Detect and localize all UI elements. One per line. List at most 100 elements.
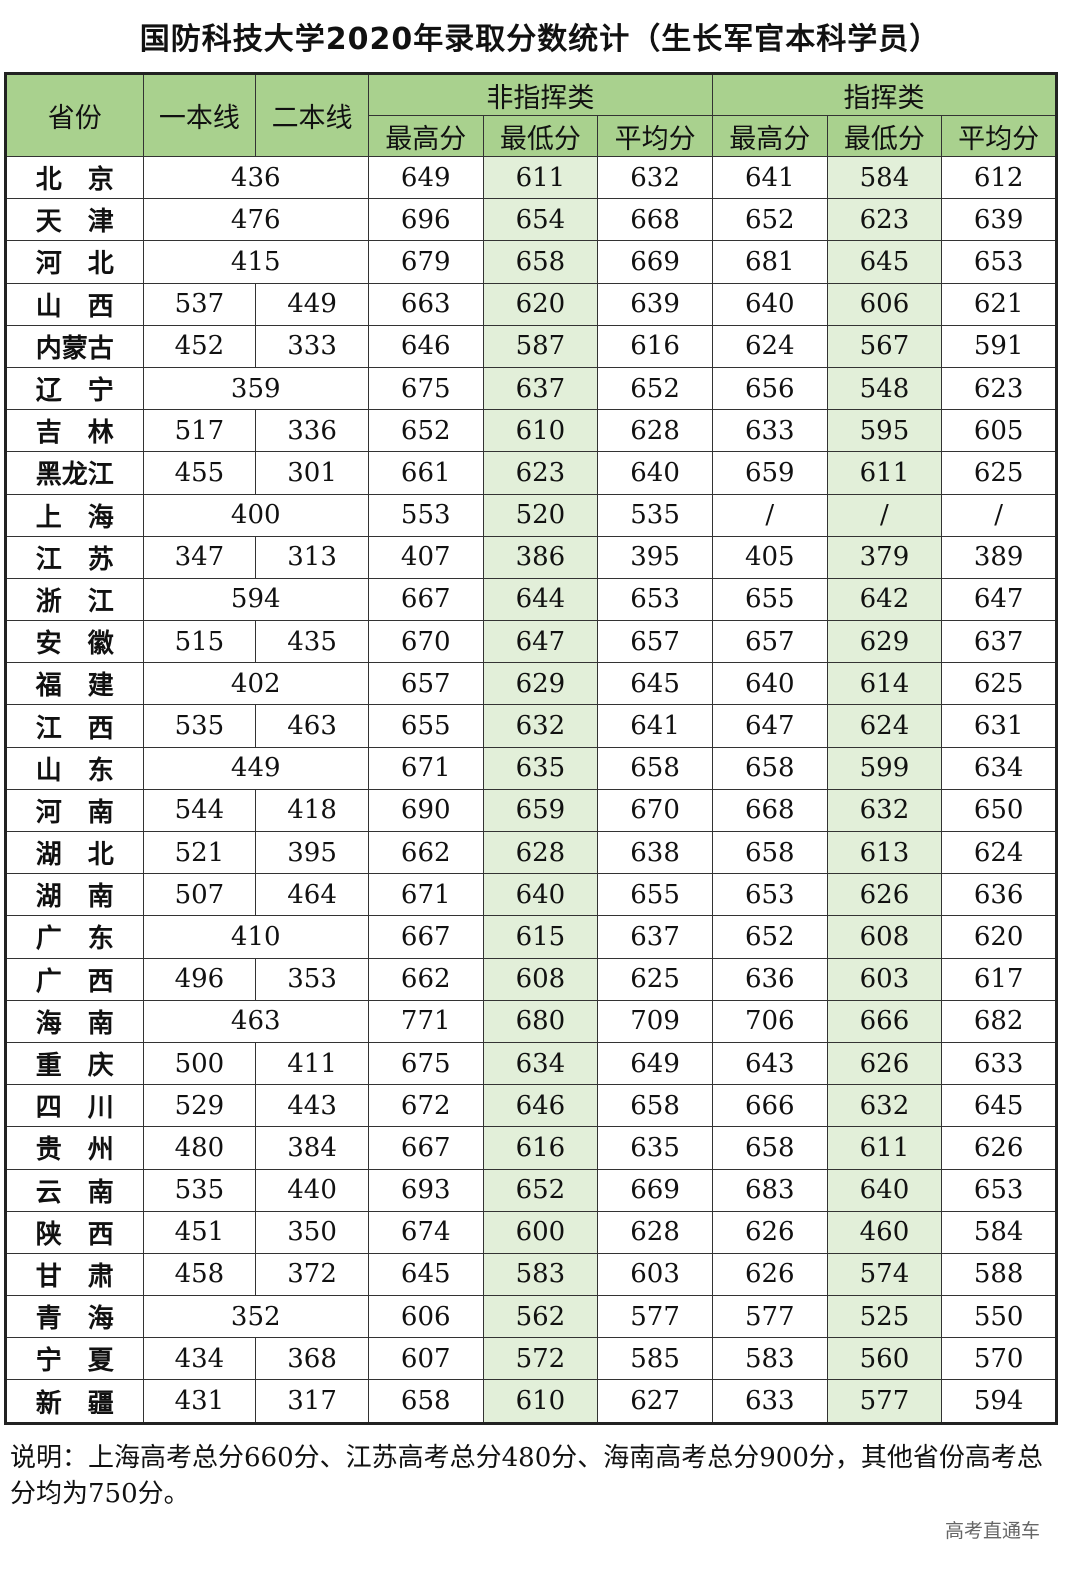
min-score-cell: 611: [482, 155, 599, 200]
avg-score-cell: 628: [597, 409, 713, 453]
max-score-cell: 607: [367, 1337, 484, 1381]
province-cell: 安 徽: [5, 620, 144, 664]
line-score-cell: 594: [142, 577, 369, 622]
avg-score-cell: 634: [941, 746, 1057, 790]
max-score-cell: 645: [367, 1252, 484, 1297]
table-row: 海 南 463 771 680 709 706 666 682: [5, 999, 1057, 1043]
province-cell: 宁 夏: [5, 1337, 144, 1381]
avg-score-cell: 389: [941, 535, 1057, 579]
line-score-cell: 463: [142, 999, 369, 1043]
table-row: 广 东 410 667 615 637 652 608 620: [5, 915, 1057, 959]
max-score-cell: 655: [711, 577, 828, 622]
line2-cell: 368: [255, 1337, 369, 1381]
footnote: 说明：上海高考总分660分、江苏高考总分480分、海南高考总分900分，其他省份…: [10, 1443, 1043, 1509]
min-score-cell: 386: [482, 535, 599, 579]
avg-score-cell: /: [941, 493, 1057, 537]
table-row: 内蒙古 452 333 646 587 616 624 567 591: [5, 324, 1057, 368]
avg-score-cell: 639: [941, 198, 1057, 242]
avg-score-cell: 637: [941, 620, 1057, 664]
max-score-cell: 671: [367, 746, 484, 790]
max-score-cell: 681: [711, 240, 828, 284]
min-score-cell: 574: [826, 1252, 943, 1297]
header-line1: 一本线: [142, 73, 257, 157]
line1-cell: 451: [142, 1210, 257, 1254]
province-cell: 江 苏: [5, 535, 144, 579]
max-score-cell: 649: [367, 155, 484, 200]
line-score-cell: 415: [142, 240, 369, 284]
avg-score-cell: 570: [941, 1337, 1057, 1381]
min-score-cell: 659: [482, 788, 599, 833]
min-score-cell: 606: [826, 282, 943, 326]
max-score-cell: 662: [367, 957, 484, 1001]
table-row: 贵 州 480 384 667 616 635 658 611 626: [5, 1126, 1057, 1170]
line2-cell: 372: [255, 1252, 369, 1297]
line-score-cell: 449: [142, 746, 369, 790]
avg-score-cell: 641: [597, 704, 713, 748]
max-score-cell: 658: [711, 1126, 828, 1170]
min-score-cell: 626: [826, 873, 943, 917]
avg-score-cell: 550: [941, 1295, 1057, 1339]
table-row: 甘 肃 458 372 645 583 603 626 574 588: [5, 1252, 1057, 1297]
max-score-cell: 407: [367, 535, 484, 579]
max-score-cell: 652: [711, 915, 828, 959]
table-row: 辽 宁 359 675 637 652 656 548 623: [5, 366, 1057, 411]
max-score-cell: 663: [367, 282, 484, 326]
max-score-cell: 658: [711, 830, 828, 875]
table-row: 宁 夏 434 368 607 572 585 583 560 570: [5, 1337, 1057, 1381]
avg-score-cell: 645: [941, 1084, 1057, 1128]
province-cell: 甘 肃: [5, 1252, 144, 1297]
max-score-cell: 652: [711, 198, 828, 242]
avg-score-cell: 640: [597, 451, 713, 495]
header-min: 最低分: [826, 115, 943, 157]
avg-score-cell: 636: [941, 873, 1057, 917]
min-score-cell: 520: [482, 493, 599, 537]
line-score-cell: 476: [142, 198, 369, 242]
max-score-cell: 583: [711, 1337, 828, 1381]
max-score-cell: 641: [711, 155, 828, 200]
avg-score-cell: 637: [597, 915, 713, 959]
max-score-cell: 624: [711, 324, 828, 368]
line1-cell: 529: [142, 1084, 257, 1128]
line2-cell: 384: [255, 1126, 369, 1170]
avg-score-cell: 626: [941, 1126, 1057, 1170]
min-score-cell: 613: [826, 830, 943, 875]
province-cell: 天 津: [5, 198, 144, 242]
line-score-cell: 410: [142, 915, 369, 959]
min-score-cell: 611: [826, 1126, 943, 1170]
province-cell: 广 东: [5, 915, 144, 959]
avg-score-cell: 635: [597, 1126, 713, 1170]
min-score-cell: 652: [482, 1168, 599, 1212]
avg-score-cell: 669: [597, 240, 713, 284]
avg-score-cell: 638: [597, 830, 713, 875]
province-cell: 贵 州: [5, 1126, 144, 1170]
max-score-cell: 690: [367, 788, 484, 833]
line2-cell: 411: [255, 1041, 369, 1086]
avg-score-cell: 395: [597, 535, 713, 579]
province-cell: 山 东: [5, 746, 144, 790]
min-score-cell: 548: [826, 366, 943, 411]
avg-score-cell: 625: [941, 662, 1057, 706]
line1-cell: 521: [142, 830, 257, 875]
max-score-cell: 670: [367, 620, 484, 664]
line1-cell: 515: [142, 620, 257, 664]
max-score-cell: 667: [367, 915, 484, 959]
min-score-cell: 599: [826, 746, 943, 790]
max-score-cell: 657: [711, 620, 828, 664]
table-row: 黑龙江 455 301 661 623 640 659 611 625: [5, 451, 1057, 495]
province-cell: 浙 江: [5, 577, 144, 622]
avg-score-cell: 632: [597, 155, 713, 200]
min-score-cell: 632: [482, 704, 599, 748]
line-score-cell: 359: [142, 366, 369, 411]
min-score-cell: 595: [826, 409, 943, 453]
line1-cell: 500: [142, 1041, 257, 1086]
avg-score-cell: 594: [941, 1379, 1057, 1424]
header-command: 指挥类: [711, 73, 1058, 116]
line1-cell: 434: [142, 1337, 257, 1381]
table-row: 广 西 496 353 662 608 625 636 603 617: [5, 957, 1057, 1001]
min-score-cell: 608: [482, 957, 599, 1001]
max-score-cell: 643: [711, 1041, 828, 1086]
max-score-cell: 667: [367, 577, 484, 622]
max-score-cell: 405: [711, 535, 828, 579]
min-score-cell: 620: [482, 282, 599, 326]
max-score-cell: 659: [711, 451, 828, 495]
